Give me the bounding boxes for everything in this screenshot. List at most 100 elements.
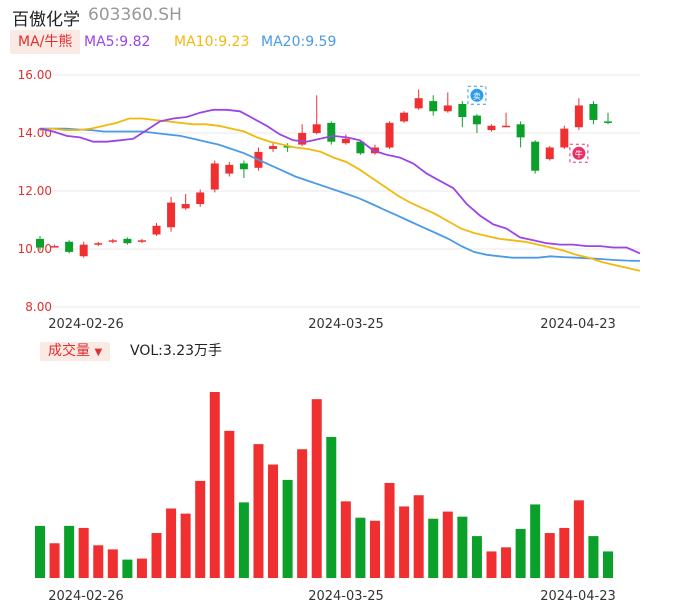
volume-bar [253, 444, 264, 578]
volume-bar [355, 517, 366, 578]
volume-bar [588, 536, 599, 578]
candle-body [239, 163, 248, 170]
candle-body [210, 163, 219, 190]
candle-body [531, 141, 540, 171]
candle-body [79, 244, 88, 257]
volume-bar [369, 520, 380, 578]
volume-bar [399, 506, 410, 578]
x-tick-label: 2024-04-23 [540, 589, 616, 604]
volume-bar [544, 533, 555, 578]
stock-code: 603360.SH [88, 5, 182, 25]
volume-bar [78, 527, 89, 578]
volume-bar [122, 559, 133, 578]
candle-body [589, 104, 598, 120]
candle-body [94, 243, 103, 245]
volume-bar [471, 536, 482, 578]
candle-body [137, 240, 146, 242]
volume-bar [64, 525, 75, 578]
volume-bar [209, 392, 220, 578]
candle-body [298, 133, 307, 145]
candle-body [167, 202, 176, 228]
volume-bar [413, 495, 424, 578]
buy-signal-marker-label: 牛 [575, 149, 583, 159]
ma10-value: MA10:9.23 [174, 34, 250, 50]
volume-bar [501, 547, 512, 578]
volume-bar [573, 500, 584, 578]
volume-bar [151, 533, 162, 578]
candle-body [36, 238, 44, 248]
volume-bar [180, 513, 191, 578]
candle-body [458, 104, 467, 118]
ma20-line [40, 127, 641, 262]
volume-bar [93, 545, 104, 578]
volume-bar [238, 502, 249, 578]
x-tick-label: 2024-02-26 [48, 589, 124, 604]
sell-signal-marker-label: 卖 [473, 92, 481, 101]
ma-toggle-button[interactable]: MA/牛熊 [10, 30, 81, 54]
caret-down-icon: ▼ [94, 347, 103, 358]
buy-signal-marker-frame [569, 143, 589, 163]
volume-bar [224, 430, 235, 578]
candle-body [181, 204, 190, 209]
candle-body [312, 124, 321, 133]
y-tick-label: 12.00 [18, 184, 52, 198]
candle-body [341, 138, 350, 144]
volume-bar [49, 543, 60, 578]
volume-bar [442, 511, 453, 578]
candle-body [604, 121, 612, 123]
x-tick-label: 2024-02-26 [48, 317, 124, 332]
candle-body [196, 192, 205, 205]
volume-bar [107, 549, 118, 578]
volume-bar [515, 528, 526, 578]
volume-bar [297, 449, 308, 578]
volume-bar [428, 518, 439, 578]
candle-body [269, 146, 278, 149]
candle-body [356, 141, 365, 154]
y-tick-label: 16.00 [18, 68, 52, 82]
y-tick-label: 8.00 [25, 300, 52, 314]
sell-signal-marker-dot [470, 88, 484, 102]
y-tick-label: 10.00 [18, 242, 52, 256]
volume-bar [195, 480, 206, 578]
volume-bar [340, 501, 351, 578]
x-tick-label: 2024-03-25 [308, 589, 384, 604]
volume-bar [311, 399, 322, 578]
candle-body [516, 124, 525, 138]
volume-value: VOL:3.23万手 [130, 343, 223, 359]
volume-bar [326, 436, 337, 578]
candle-body [502, 125, 511, 128]
volume-bar [384, 482, 395, 578]
candle-body [429, 101, 438, 112]
candle-body [123, 238, 132, 244]
candle-body [50, 246, 59, 248]
candle-body [545, 147, 554, 160]
volume-bar [136, 558, 147, 578]
candle-body [385, 122, 394, 148]
volume-bar [603, 551, 613, 578]
volume-bar [35, 525, 45, 578]
x-tick-label: 2024-04-23 [540, 317, 616, 332]
ma5-line [39, 108, 641, 255]
ma10-line [39, 117, 641, 272]
candle-body [225, 164, 234, 174]
volume-bar [268, 464, 279, 578]
candle-body [65, 241, 74, 252]
candle-body [108, 240, 117, 242]
candle-body [414, 98, 423, 109]
candle-body [487, 125, 496, 131]
candle-body [400, 112, 409, 122]
x-tick-label: 2024-03-25 [308, 317, 384, 332]
ma20-value: MA20:9.59 [261, 34, 337, 50]
volume-toggle-label: 成交量 [48, 343, 90, 359]
buy-signal-marker-dot [572, 146, 586, 160]
volume-toggle-button[interactable]: 成交量 ▼ [40, 342, 111, 361]
candle-body [574, 105, 583, 128]
candle-body [472, 115, 481, 125]
candle-body [152, 225, 161, 235]
candle-body [283, 146, 292, 148]
candle-body [443, 105, 452, 112]
candle-body [327, 122, 336, 142]
stock-name: 百傲化学 [12, 10, 80, 30]
volume-bar [530, 504, 541, 578]
sell-signal-marker-frame [467, 85, 487, 105]
